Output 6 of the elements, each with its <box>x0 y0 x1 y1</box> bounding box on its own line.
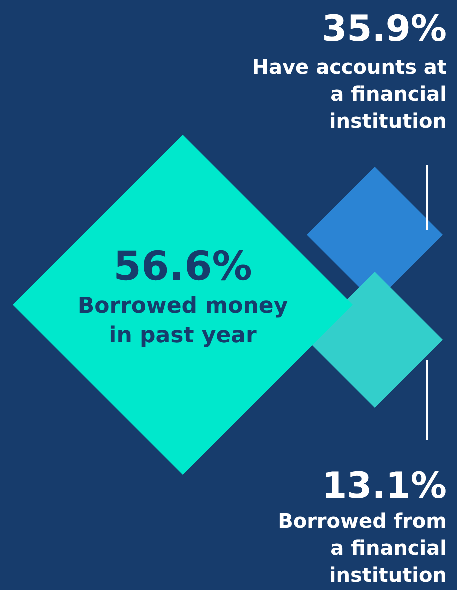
category-label: Borrowed from a financial institution <box>278 509 447 587</box>
category-label: Have accounts at a financial institution <box>252 55 448 133</box>
data-label: 35.9% <box>322 9 447 50</box>
data-label: 13.1% <box>322 466 447 507</box>
category-label: Borrowed money in past year <box>78 294 288 349</box>
data-label: 56.6% <box>114 244 252 290</box>
